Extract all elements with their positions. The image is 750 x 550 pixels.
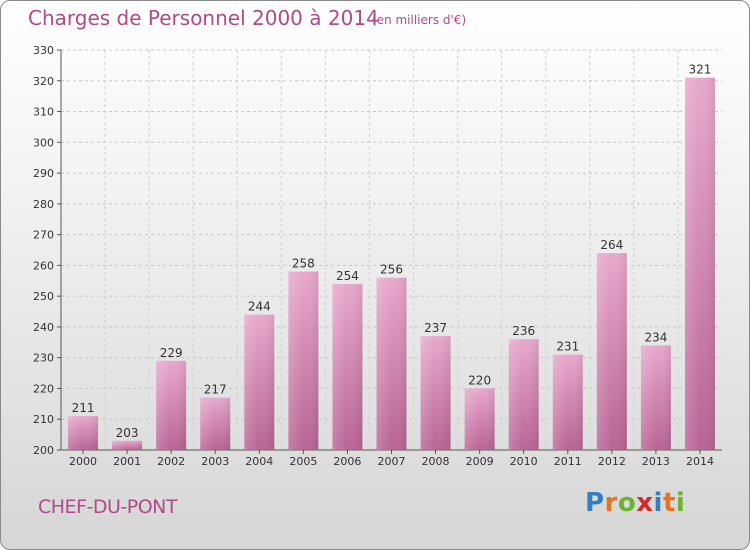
place-name: CHEF-DU-PONT — [38, 496, 177, 518]
x-tick-label: 2002 — [157, 455, 185, 468]
logo-letter: r — [604, 488, 618, 518]
value-label: 217 — [204, 383, 227, 397]
y-tick-label: 220 — [33, 382, 54, 395]
bar-highlight — [376, 277, 407, 450]
logo-letter: P — [585, 488, 605, 518]
chart-subtitle: (en milliers d'€) — [372, 13, 467, 27]
bar-highlight — [508, 339, 539, 450]
x-tick-label: 2006 — [333, 455, 361, 468]
y-tick-label: 330 — [33, 44, 54, 57]
logo-letter: i — [675, 488, 686, 518]
y-tick-label: 240 — [33, 321, 54, 334]
bar-highlight — [684, 77, 715, 450]
bar-highlight — [464, 388, 495, 450]
bar-highlight — [288, 271, 319, 450]
logo-letter: o — [617, 488, 637, 518]
bar-highlight — [200, 397, 231, 450]
y-tick-label: 280 — [33, 198, 54, 211]
value-label: 220 — [468, 373, 491, 387]
x-tick-label: 2011 — [554, 455, 582, 468]
x-tick-label: 2014 — [686, 455, 714, 468]
y-tick-label: 290 — [33, 167, 54, 180]
bar-highlight — [68, 416, 99, 450]
x-tick-label: 2000 — [69, 455, 97, 468]
value-label: 231 — [556, 340, 579, 354]
value-label: 264 — [600, 238, 623, 252]
y-tick-label: 310 — [33, 106, 54, 119]
x-tick-label: 2010 — [510, 455, 538, 468]
x-tick-label: 2001 — [113, 455, 141, 468]
y-tick-label: 270 — [33, 229, 54, 242]
x-tick-label: 2004 — [245, 455, 273, 468]
value-label: 258 — [292, 257, 315, 271]
x-tick-label: 2003 — [201, 455, 229, 468]
logo-letter: x — [636, 488, 654, 518]
logo-letter: i — [653, 488, 663, 518]
bar-highlight — [420, 336, 451, 450]
x-tick-label: 2013 — [642, 455, 670, 468]
value-label: 256 — [380, 263, 403, 277]
value-label: 254 — [336, 269, 359, 283]
value-label: 234 — [644, 330, 667, 344]
x-tick-label: 2009 — [466, 455, 494, 468]
value-label: 236 — [512, 324, 535, 338]
bar-highlight — [244, 314, 275, 450]
y-tick-label: 320 — [33, 75, 54, 88]
chart-title: Charges de Personnel 2000 à 2014 — [28, 6, 379, 30]
value-label: 229 — [160, 346, 183, 360]
x-tick-label: 2008 — [422, 455, 450, 468]
y-tick-label: 200 — [33, 444, 54, 457]
proxiti-logo: Proxiti — [585, 488, 685, 518]
x-tick-label: 2012 — [598, 455, 626, 468]
bar-highlight — [552, 354, 583, 450]
y-tick-label: 230 — [33, 352, 54, 365]
y-tick-label: 250 — [33, 290, 54, 303]
value-label: 237 — [424, 321, 447, 335]
logo-letter: t — [662, 488, 676, 518]
value-label: 211 — [72, 401, 95, 415]
y-tick-label: 260 — [33, 259, 54, 272]
bar-highlight — [112, 440, 143, 450]
value-label: 321 — [689, 63, 712, 77]
x-tick-label: 2005 — [289, 455, 317, 468]
value-label: 244 — [248, 300, 271, 314]
y-tick-label: 210 — [33, 413, 54, 426]
y-tick-label: 300 — [33, 136, 54, 149]
bar-highlight — [332, 283, 363, 450]
x-tick-label: 2007 — [378, 455, 406, 468]
bar-highlight — [640, 345, 671, 450]
value-label: 203 — [116, 426, 139, 440]
bar-highlight — [596, 253, 627, 450]
bar-highlight — [156, 360, 187, 450]
